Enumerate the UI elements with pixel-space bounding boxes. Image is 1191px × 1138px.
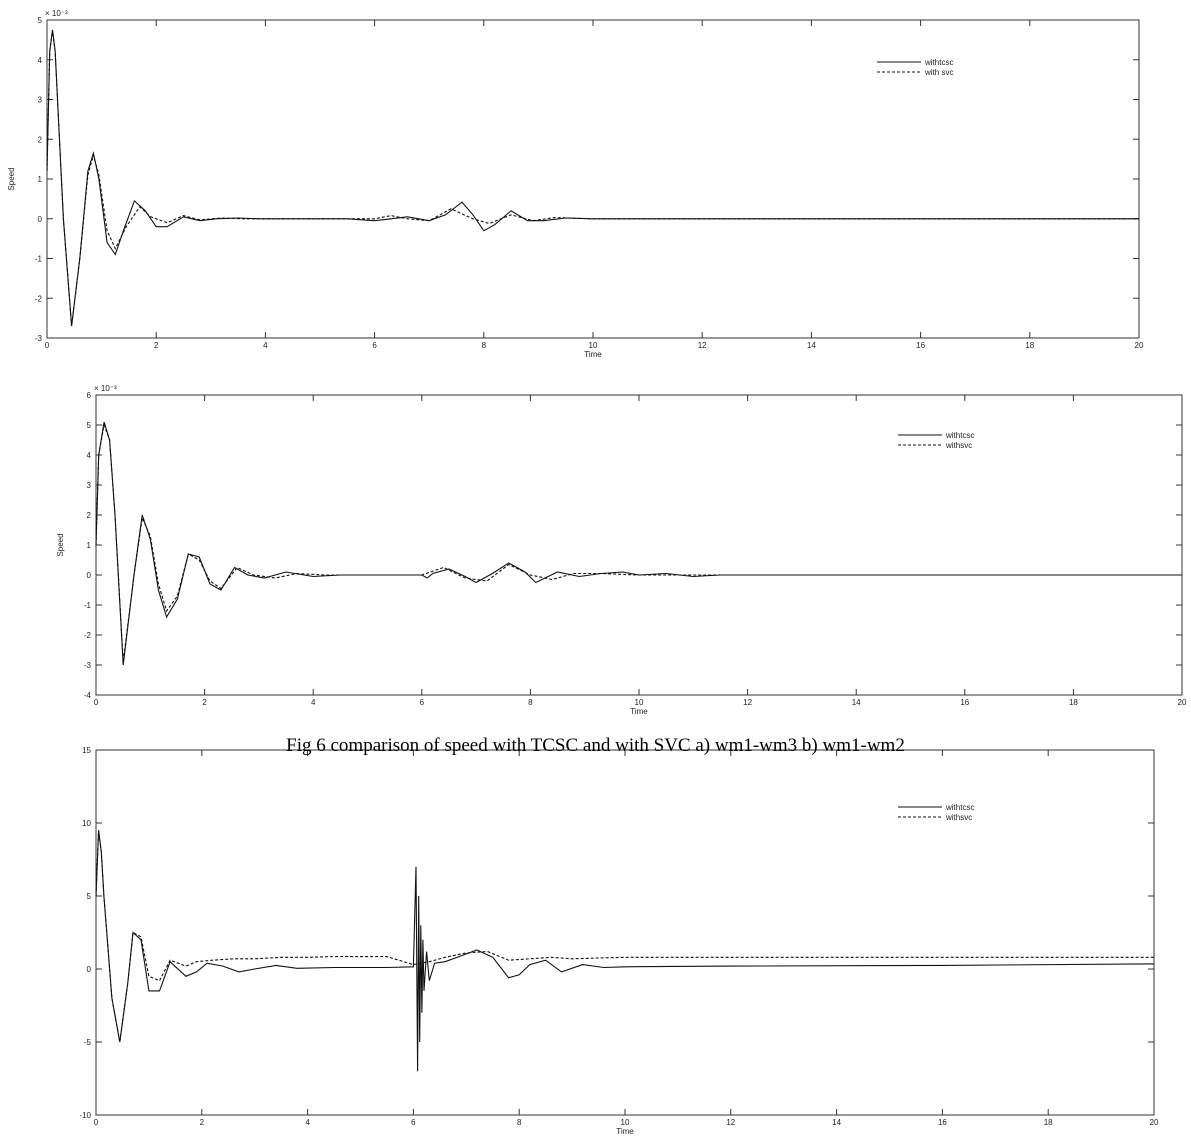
x-tick-label: 0 (94, 1118, 99, 1127)
y-tick-label: -4 (84, 691, 92, 700)
y-tick-label: 5 (87, 421, 92, 430)
x-tick-label: 14 (852, 698, 861, 707)
y-tick-label: 0 (87, 965, 92, 974)
x-tick-label: 6 (411, 1118, 416, 1127)
y-tick-label: 2 (87, 511, 92, 520)
series-line-withtcsc (46, 29, 1139, 327)
x-tick-label: 6 (372, 341, 377, 350)
x-axis-label: Time (630, 707, 648, 716)
x-tick-label: 2 (200, 1118, 205, 1127)
x-tick-label: 16 (960, 698, 969, 707)
x-tick-label: 20 (1135, 341, 1144, 350)
x-tick-label: 10 (621, 1118, 630, 1127)
x-tick-label: 18 (1044, 1118, 1053, 1127)
plot-frame (95, 394, 1183, 696)
y-tick-label: -3 (84, 661, 92, 670)
y-exponent-label: × 10⁻³ (94, 384, 117, 393)
x-tick-label: 18 (1025, 341, 1034, 350)
y-tick-label: -5 (84, 1038, 92, 1047)
x-tick-label: 14 (832, 1118, 841, 1127)
series-line-withsvc (95, 830, 1154, 1043)
y-tick-label: 0 (38, 215, 43, 224)
x-tick-label: 2 (202, 698, 207, 707)
chart-third: 0 2 4 6 8 10 12 14 16 18 20 -10 -5 0 5 10 15 Time withtcsc… (79, 746, 1159, 1136)
x-tick-label: 16 (938, 1118, 947, 1127)
x-tick-label: 4 (263, 341, 268, 350)
y-tick-label: 3 (87, 481, 92, 490)
series-line-withsvc (95, 422, 1182, 663)
legend-label: withtcsc (945, 431, 974, 440)
y-tick-label: 2 (38, 135, 43, 144)
y-tick-label: 15 (82, 746, 91, 755)
y-axis-label: Speed (56, 533, 65, 556)
legend-label: with svc (924, 68, 953, 77)
x-tick-label: 12 (698, 341, 707, 350)
y-tick-label: 6 (87, 391, 92, 400)
y-exponent-label: × 10⁻³ (45, 9, 68, 18)
y-tick-label: 3 (38, 96, 43, 105)
y-axis-label: Speed (7, 167, 16, 190)
figure-caption: Fig 6 comparison of speed with TCSC and … (286, 735, 905, 756)
y-tick-label: 1 (87, 541, 92, 550)
x-tick-label: 20 (1150, 1118, 1159, 1127)
x-tick-label: 16 (916, 341, 925, 350)
y-tick-label: 5 (38, 16, 43, 25)
y-tick-label: 4 (87, 451, 92, 460)
x-tick-label: 14 (807, 341, 816, 350)
series-line-withtcsc (95, 830, 1155, 1072)
y-tick-label: 0 (87, 571, 92, 580)
x-tick-label: 2 (154, 341, 159, 350)
y-tick-label: -10 (79, 1111, 91, 1120)
legend-label: withtcsc (924, 58, 953, 67)
x-tick-label: 6 (420, 698, 425, 707)
y-tick-label: 4 (38, 56, 43, 65)
x-tick-label: 10 (589, 341, 598, 350)
x-tick-label: 8 (528, 698, 533, 707)
x-tick-label: 12 (743, 698, 752, 707)
x-tick-label: 0 (94, 698, 99, 707)
x-axis-label: Time (616, 1127, 634, 1136)
x-tick-label: 8 (517, 1118, 522, 1127)
y-tick-label: -2 (35, 294, 43, 303)
y-tick-label: -1 (35, 255, 43, 264)
plot-frame (95, 749, 1155, 1116)
legend-label: withtcsc (945, 803, 974, 812)
legend-label: withsvc (945, 813, 972, 822)
y-tick-label: 1 (38, 175, 43, 184)
y-tick-label: 10 (82, 819, 91, 828)
x-tick-label: 4 (311, 698, 316, 707)
series-line-with-svc (46, 29, 1139, 327)
series-line-withtcsc (95, 421, 1182, 666)
y-tick-label: -1 (84, 601, 92, 610)
x-tick-label: 18 (1069, 698, 1078, 707)
x-tick-label: 10 (635, 698, 644, 707)
x-tick-label: 12 (726, 1118, 735, 1127)
legend-label: withsvc (945, 441, 972, 450)
x-axis-label: Time (584, 350, 602, 359)
y-tick-label: -2 (84, 631, 92, 640)
x-tick-label: 4 (305, 1118, 310, 1127)
x-tick-label: 20 (1178, 698, 1187, 707)
plot-frame (46, 19, 1140, 339)
y-tick-label: 5 (87, 892, 92, 901)
x-tick-label: 0 (45, 341, 50, 350)
y-tick-label: -3 (35, 334, 43, 343)
x-tick-label: 8 (482, 341, 487, 350)
